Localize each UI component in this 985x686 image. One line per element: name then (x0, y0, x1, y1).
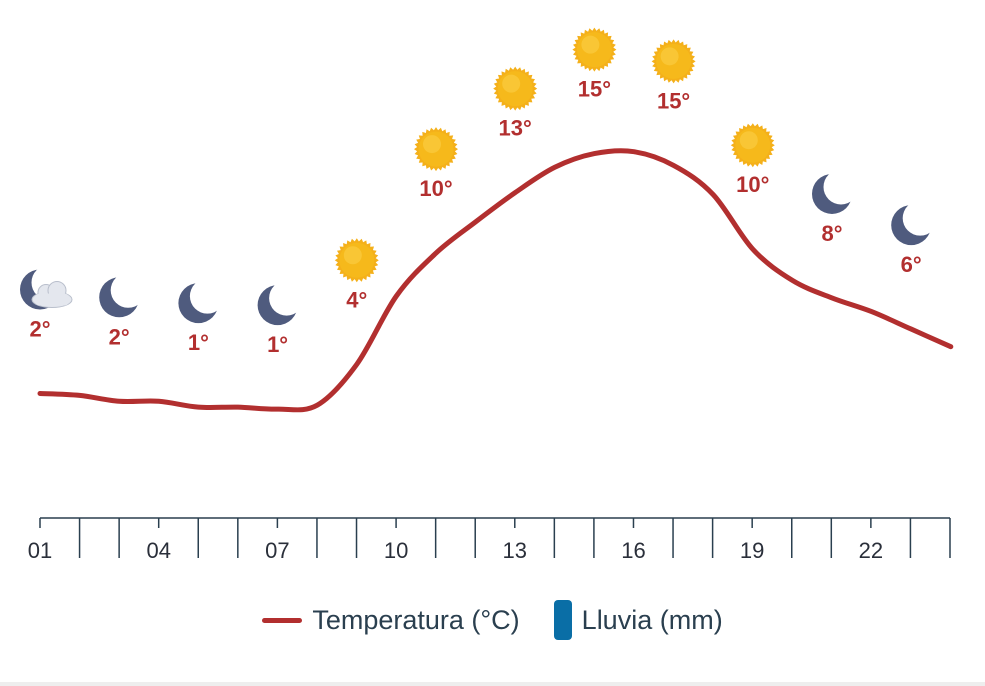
x-tick-label: 16 (621, 538, 645, 563)
x-tick-label: 10 (384, 538, 408, 563)
x-axis: 01 04 07 10 13 16 19 22 (28, 517, 951, 563)
sun-icon (493, 66, 538, 111)
sun-icon (414, 127, 458, 172)
legend: Temperatura (°C) Lluvia (mm) (0, 600, 985, 640)
temperature-label: 1° (188, 330, 209, 355)
cloud-icon (31, 281, 73, 308)
x-tick-label: 13 (503, 538, 527, 563)
rain-swatch (553, 600, 572, 640)
moon-icon (178, 283, 219, 324)
x-tick-label: 19 (740, 538, 764, 563)
bottom-divider (0, 682, 985, 686)
temperature-chart: 2° 2° 1° 1° 4° 10° 13° 15° 15° 10° 8° 6° 01 04 07 10 13… (20, 27, 954, 563)
legend-item-temperature[interactable]: Temperatura (°C) (262, 604, 520, 636)
temperature-line (37, 148, 954, 413)
moon-icon (257, 285, 298, 326)
moon-icon (99, 277, 140, 318)
legend-rain-label: Lluvia (mm) (581, 604, 723, 635)
legend-item-rain[interactable]: Lluvia (mm) (553, 600, 723, 640)
x-tick-label: 22 (859, 538, 883, 563)
temperature-label: 2° (29, 317, 50, 342)
temperature-swatch (262, 617, 303, 623)
sun-icon (730, 123, 775, 168)
temperature-label: 10° (419, 176, 452, 201)
sun-icon (651, 39, 696, 84)
temperature-label: 4° (346, 287, 367, 312)
moon-icon (812, 173, 852, 214)
cloud-moon-icon (20, 269, 73, 310)
moon-icon (891, 205, 932, 246)
temperature-labels: 2° 2° 1° 1° 4° 10° 13° 15° 15° 10° 8° 6° (29, 77, 921, 357)
temperature-label: 2° (109, 324, 130, 349)
x-tick-label: 01 (28, 538, 52, 563)
temperature-label: 13° (499, 116, 532, 141)
temperature-label: 6° (901, 252, 922, 277)
temperature-label: 15° (657, 88, 690, 113)
temperature-label: 10° (736, 172, 769, 197)
sun-icon (334, 238, 379, 283)
legend-temperature-label: Temperatura (°C) (312, 604, 520, 635)
weather-icons (20, 27, 932, 326)
x-tick-label: 04 (146, 538, 170, 563)
temperature-label: 15° (578, 77, 611, 102)
sun-icon (572, 27, 617, 72)
temperature-label: 1° (267, 332, 288, 357)
temperature-label: 8° (821, 221, 842, 246)
x-tick-label: 07 (265, 538, 289, 563)
